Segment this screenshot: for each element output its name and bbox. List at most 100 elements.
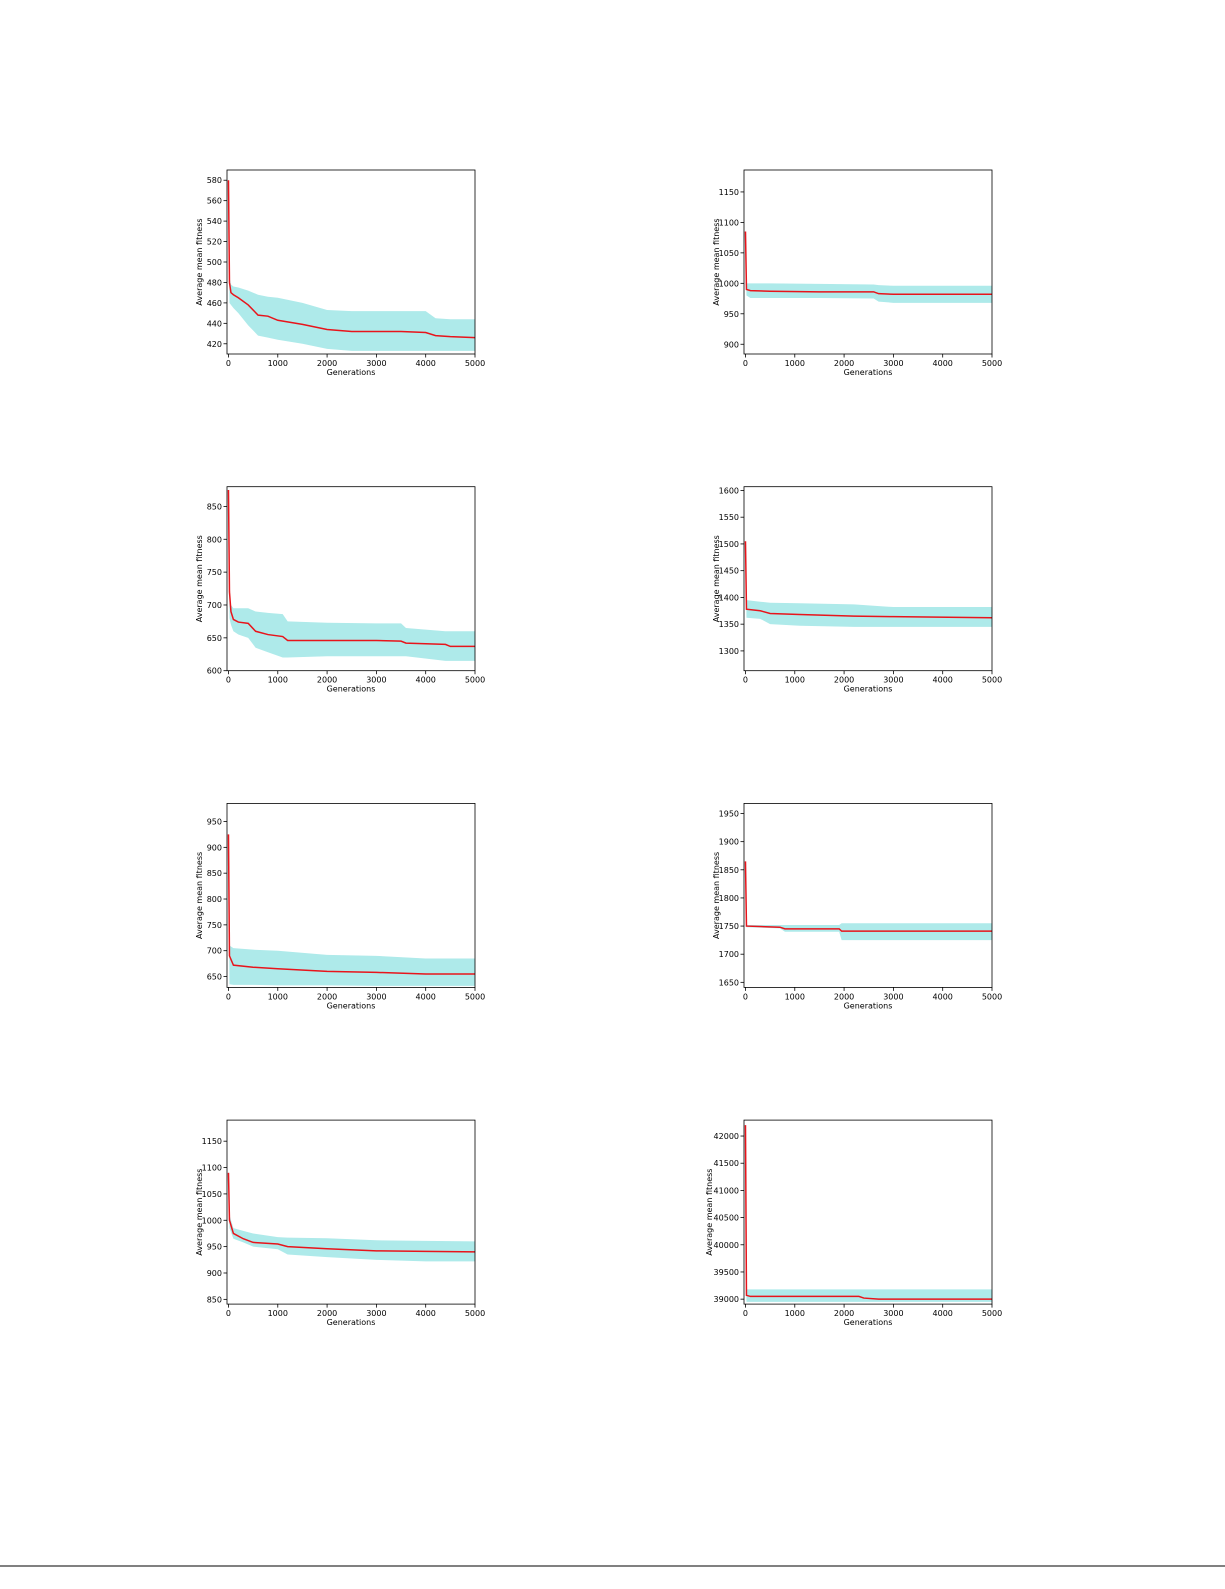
x-tick-label: 3000: [366, 1309, 386, 1318]
chart: 0 1000 2000 3000 4000 5000 600 650 700 750 800 850 G…: [195, 486, 485, 694]
y-tick-label: 850: [207, 869, 222, 878]
y-tick-label: 1600: [719, 486, 739, 495]
y-tick-label: 950: [724, 310, 739, 319]
band-area: [228, 1167, 475, 1262]
mean-line: [744, 541, 992, 619]
y-tick-label: 900: [207, 843, 222, 852]
x-axis-label: Generations: [327, 368, 376, 377]
plot-area: [227, 1167, 475, 1262]
x-tick-label: 3000: [883, 992, 903, 1001]
y-tick-label: 420: [207, 340, 222, 349]
x-axis-label: Generations: [327, 685, 376, 694]
x-axis-label: Generations: [327, 1001, 376, 1010]
x-tick-label: 3000: [366, 359, 386, 368]
y-axis-label: Average mean fitness: [712, 852, 721, 939]
y-tick-label: 1450: [719, 567, 739, 576]
x-tick-label: 3000: [883, 676, 903, 685]
x-tick-label: 3000: [883, 1309, 903, 1318]
band-area: [745, 1122, 992, 1302]
x-tick-label: 3000: [366, 676, 386, 685]
x-tick-label: 0: [743, 992, 748, 1001]
plot-frame: [743, 803, 993, 988]
chart: 0 1000 2000 3000 4000 5000 650 700 750 800 850 900 9…: [195, 803, 485, 1010]
y-tick-label: 40000: [714, 1241, 739, 1250]
x-tick-label: 2000: [834, 359, 854, 368]
x-tick-label: 0: [743, 1309, 748, 1318]
mean-line: [744, 231, 992, 296]
chart: 0 1000 2000 3000 4000 5000 1650 1700 1750 1800 185…: [712, 803, 1002, 1010]
x-tick-label: 4000: [933, 992, 953, 1001]
x-axis-label: Generations: [327, 1318, 376, 1327]
band-area: [745, 538, 992, 627]
x-tick-label: 4000: [416, 1309, 436, 1318]
plot-frame: [226, 486, 476, 672]
mean-line: [744, 861, 992, 932]
x-tick-label: 2000: [834, 992, 854, 1001]
y-axis-label: Average mean fitness: [705, 1169, 714, 1256]
x-tick-label: 0: [743, 676, 748, 685]
y-tick-label: 41500: [714, 1159, 739, 1168]
chart: 0 1000 2000 3000 4000 5000 900 950 1000 1050 1100 1…: [712, 169, 1002, 377]
y-tick-label: 850: [207, 502, 222, 511]
x-tick-label: 4000: [933, 676, 953, 685]
x-tick-label: 4000: [416, 992, 436, 1001]
y-axis-label: Average mean fitness: [195, 852, 204, 939]
y-tick-label: 1700: [719, 950, 739, 959]
x-tick-label: 1000: [268, 676, 288, 685]
y-tick-label: 480: [207, 278, 222, 287]
y-tick-label: 540: [207, 217, 222, 226]
y-tick-label: 42000: [714, 1132, 739, 1141]
x-axis-label: Generations: [844, 368, 893, 377]
y-tick-label: 40500: [714, 1214, 739, 1223]
y-tick-label: 1050: [202, 1190, 222, 1199]
plot-frame: [226, 803, 476, 988]
y-tick-label: 520: [207, 238, 222, 247]
y-tick-label: 800: [207, 895, 222, 904]
plot-frame: [226, 1119, 476, 1305]
x-axis-label: Generations: [844, 1001, 893, 1010]
y-tick-label: 750: [207, 568, 222, 577]
y-axis-label: Average mean fitness: [195, 218, 204, 305]
y-tick-label: 1150: [719, 188, 739, 197]
chart: 0 1000 2000 3000 4000 5000 39000 39500 40000 4050…: [705, 1119, 1002, 1327]
y-tick-label: 1000: [202, 1216, 222, 1225]
plot-frame: [743, 1119, 993, 1305]
x-tick-label: 1000: [785, 359, 805, 368]
y-tick-label: 580: [207, 176, 222, 185]
y-tick-label: 460: [207, 299, 222, 308]
y-tick-label: 650: [207, 973, 222, 982]
x-tick-label: 2000: [317, 676, 337, 685]
x-tick-label: 0: [226, 676, 231, 685]
y-tick-label: 560: [207, 197, 222, 206]
x-tick-label: 5000: [982, 992, 1002, 1001]
y-tick-label: 1500: [719, 540, 739, 549]
plot-area: [744, 1122, 992, 1302]
chart: 0 1000 2000 3000 4000 5000 850 900 950 1000 1050 11…: [195, 1119, 485, 1327]
mean-line: [227, 834, 475, 975]
band-area: [228, 170, 475, 351]
x-tick-label: 2000: [834, 676, 854, 685]
x-tick-label: 4000: [933, 359, 953, 368]
x-tick-label: 1000: [785, 992, 805, 1001]
x-tick-label: 2000: [834, 1309, 854, 1318]
x-tick-label: 4000: [416, 676, 436, 685]
plot-area: [744, 228, 992, 303]
x-tick-label: 1000: [785, 676, 805, 685]
plot-area: [227, 831, 475, 986]
plot-area: [744, 538, 992, 627]
plot-frame: [743, 486, 993, 672]
y-tick-label: 900: [207, 1269, 222, 1278]
y-tick-label: 950: [207, 817, 222, 826]
plot-area: [227, 170, 475, 351]
y-tick-label: 440: [207, 319, 222, 328]
mean-line: [227, 1172, 475, 1253]
y-tick-label: 950: [207, 1243, 222, 1252]
y-tick-label: 1950: [719, 810, 739, 819]
x-tick-label: 5000: [465, 359, 485, 368]
x-tick-label: 2000: [317, 1309, 337, 1318]
y-tick-label: 700: [207, 947, 222, 956]
y-tick-label: 39000: [714, 1295, 739, 1304]
y-axis-label: Average mean fitness: [195, 535, 204, 622]
